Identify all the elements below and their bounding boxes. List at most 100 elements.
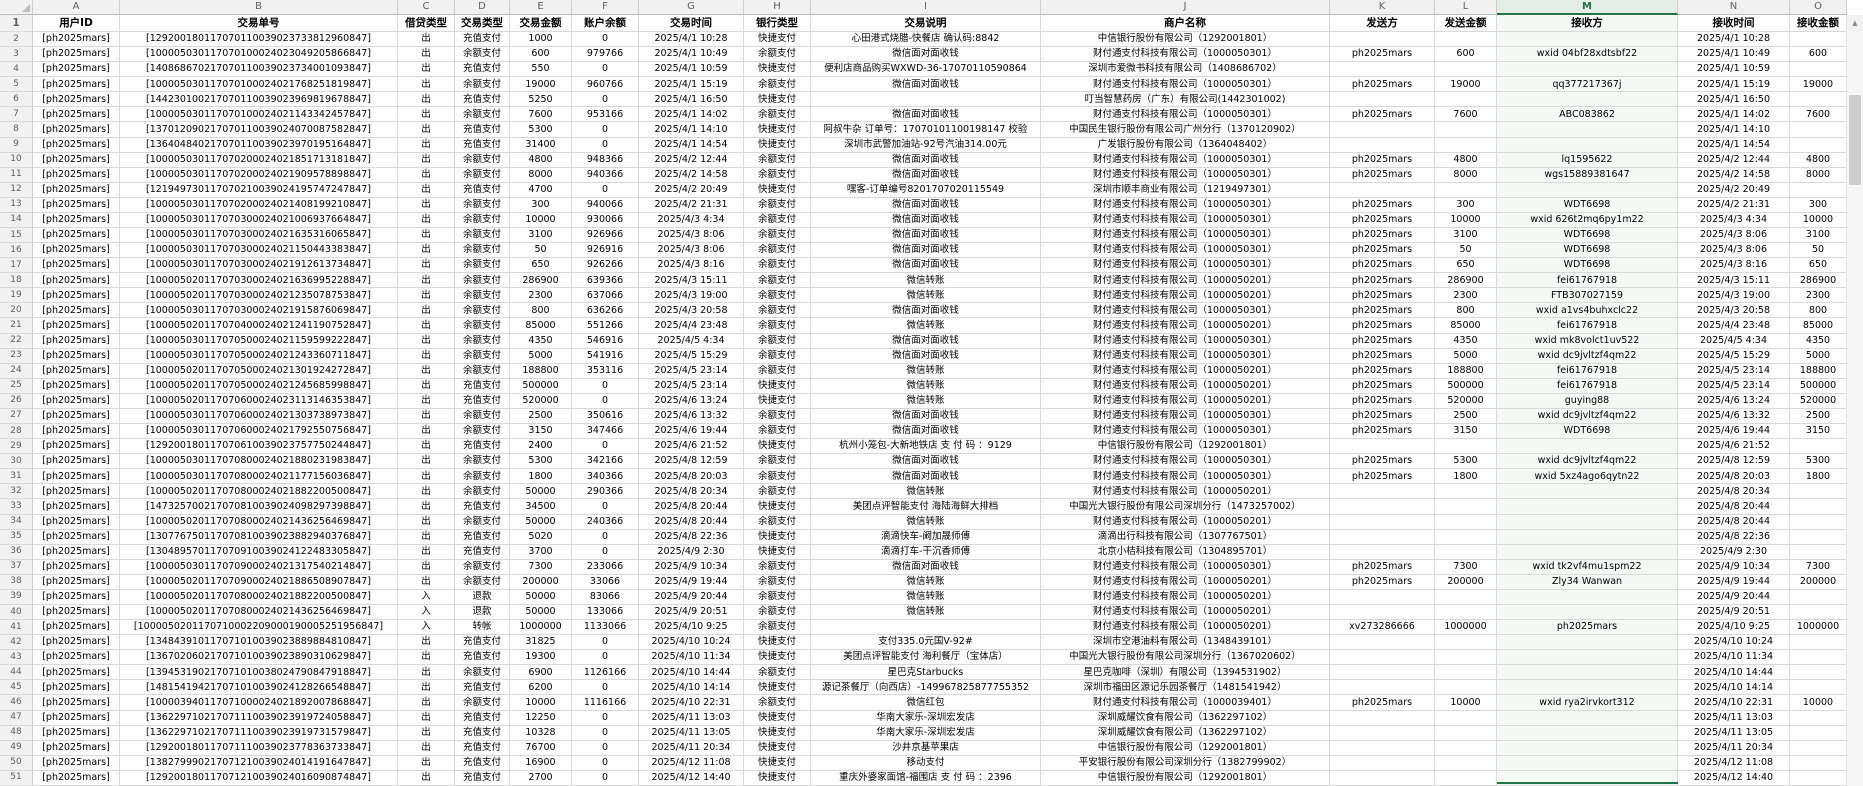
cell-B22[interactable]: [100005030117070500024021159599222847]	[120, 333, 398, 349]
cell-E44[interactable]: 6900	[510, 665, 572, 681]
cell-D6[interactable]: 充值支付	[455, 92, 510, 108]
cell-F6[interactable]: 0	[572, 92, 639, 108]
cell-C35[interactable]: 出	[398, 529, 455, 545]
cell-C34[interactable]: 出	[398, 514, 455, 530]
cell-O4[interactable]	[1790, 62, 1847, 78]
cell-E37[interactable]: 7300	[510, 559, 572, 575]
cell-F15[interactable]: 926966	[572, 228, 639, 244]
cell-C15[interactable]: 出	[398, 228, 455, 244]
row-number[interactable]: 35	[0, 529, 33, 545]
cell-G34[interactable]: 2025/4/8 20:44	[639, 514, 744, 530]
row-number[interactable]: 13	[0, 197, 33, 213]
cell-H3[interactable]: 余额支付	[744, 47, 811, 63]
cell-G31[interactable]: 2025/4/8 20:03	[639, 469, 744, 485]
cell-K45[interactable]	[1330, 680, 1435, 696]
cell-A19[interactable]: [ph2025mars]	[33, 288, 120, 304]
cell-M31[interactable]: wxid 5xz4ago6qytn22	[1497, 469, 1678, 485]
cell-M11[interactable]: wgs15889381647	[1497, 167, 1678, 183]
cell-N24[interactable]: 2025/4/5 23:14	[1678, 363, 1790, 379]
cell-C49[interactable]: 出	[398, 740, 455, 756]
cell-J40[interactable]: 财付通支付科技有限公司（1000050201）	[1041, 604, 1330, 621]
cell-G23[interactable]: 2025/4/5 15:29	[639, 348, 744, 364]
cell-J15[interactable]: 财付通支付科技有限公司（1000050301）	[1041, 228, 1330, 244]
cell-B37[interactable]: [100005030117070900024021317540214847]	[120, 559, 398, 575]
cell-G46[interactable]: 2025/4/10 22:31	[639, 695, 744, 711]
cell-H33[interactable]: 快捷支付	[744, 499, 811, 515]
cell-L7[interactable]: 7600	[1435, 107, 1497, 123]
cell-A6[interactable]: [ph2025mars]	[33, 92, 120, 108]
cell-A42[interactable]: [ph2025mars]	[33, 635, 120, 651]
cell-N14[interactable]: 2025/4/3 4:34	[1678, 212, 1790, 229]
cell-B2[interactable]: [129200180117070110039023733812960847]	[120, 32, 398, 48]
cell-C42[interactable]: 出	[398, 635, 455, 651]
cell-D31[interactable]: 余额支付	[455, 469, 510, 485]
cell-L40[interactable]	[1435, 604, 1497, 621]
cell-J50[interactable]: 平安银行股份有限公司深圳分行（1382799902）	[1041, 755, 1330, 771]
row-number[interactable]: 27	[0, 408, 33, 425]
cell-J3[interactable]: 财付通支付科技有限公司（1000050301）	[1041, 47, 1330, 63]
cell-G22[interactable]: 2025/4/5 4:34	[639, 333, 744, 349]
row-number[interactable]: 34	[0, 514, 33, 530]
cell-G35[interactable]: 2025/4/8 22:36	[639, 529, 744, 545]
cell-N10[interactable]: 2025/4/2 12:44	[1678, 152, 1790, 168]
cell-D17[interactable]: 余额支付	[455, 258, 510, 274]
cell-L37[interactable]: 7300	[1435, 559, 1497, 575]
cell-J4[interactable]: 深圳市爱微书科技有限公司（1408686702）	[1041, 62, 1330, 78]
cell-O26[interactable]: 520000	[1790, 393, 1847, 409]
cell-L12[interactable]	[1435, 182, 1497, 198]
cell-I45[interactable]: 源记茶餐厅（向西店）-149967825877755352	[811, 680, 1041, 696]
cell-D20[interactable]: 余额支付	[455, 303, 510, 319]
cell-M3[interactable]: wxid 04bf28xdtsbf22	[1497, 47, 1678, 63]
cell-N26[interactable]: 2025/4/6 13:24	[1678, 393, 1790, 409]
cell-M12[interactable]	[1497, 182, 1678, 198]
cell-O29[interactable]	[1790, 439, 1847, 455]
cell-I37[interactable]: 微信面对面收钱	[811, 559, 1041, 575]
cell-J12[interactable]: 深圳市顺丰商业有限公司（1219497301）	[1041, 182, 1330, 198]
cell-O10[interactable]: 4800	[1790, 152, 1847, 168]
cell-C28[interactable]: 出	[398, 424, 455, 440]
cell-E46[interactable]: 10000	[510, 695, 572, 711]
cell-J39[interactable]: 财付通支付科技有限公司（1000050201）	[1041, 589, 1330, 605]
cell-C46[interactable]: 出	[398, 695, 455, 711]
cell-F20[interactable]: 636266	[572, 303, 639, 319]
cell-B35[interactable]: [130776750117070810039023882940376847]	[120, 529, 398, 545]
row-number[interactable]: 9	[0, 137, 33, 153]
cell-D11[interactable]: 余额支付	[455, 167, 510, 183]
cell-L30[interactable]: 5300	[1435, 454, 1497, 470]
cell-J24[interactable]: 财付通支付科技有限公司（1000050201）	[1041, 363, 1330, 379]
cell-K9[interactable]	[1330, 137, 1435, 153]
cell-O41[interactable]: 1000000	[1790, 620, 1847, 636]
cell-A37[interactable]: [ph2025mars]	[33, 559, 120, 575]
cell-C3[interactable]: 出	[398, 47, 455, 63]
cell-J49[interactable]: 中信银行股份有限公司（1292001801）	[1041, 740, 1330, 756]
cell-G4[interactable]: 2025/4/1 10:59	[639, 62, 744, 78]
column-letter-J[interactable]: J	[1041, 0, 1330, 15]
cell-J28[interactable]: 财付通支付科技有限公司（1000050301）	[1041, 424, 1330, 440]
cell-A49[interactable]: [ph2025mars]	[33, 740, 120, 756]
cell-F19[interactable]: 637066	[572, 288, 639, 304]
cell-C12[interactable]: 出	[398, 182, 455, 198]
cell-L42[interactable]	[1435, 635, 1497, 651]
cell-L34[interactable]	[1435, 514, 1497, 530]
row-number[interactable]: 6	[0, 92, 33, 108]
cell-C17[interactable]: 出	[398, 258, 455, 274]
cell-M45[interactable]	[1497, 680, 1678, 696]
cell-K22[interactable]: ph2025mars	[1330, 333, 1435, 349]
cell-B8[interactable]: [137012090217070110039024070087582847]	[120, 122, 398, 138]
cell-B50[interactable]: [138279990217071210039024014191647847]	[120, 755, 398, 771]
cell-D40[interactable]: 退款	[455, 604, 510, 621]
cell-E14[interactable]: 10000	[510, 212, 572, 229]
cell-G44[interactable]: 2025/4/10 14:44	[639, 665, 744, 681]
cell-L13[interactable]: 300	[1435, 197, 1497, 213]
cell-G12[interactable]: 2025/4/2 20:49	[639, 182, 744, 198]
cell-O32[interactable]	[1790, 484, 1847, 500]
cell-I17[interactable]: 微信面对面收钱	[811, 258, 1041, 274]
header-cell-N[interactable]: 接收时间	[1678, 15, 1790, 32]
cell-M6[interactable]	[1497, 92, 1678, 108]
row-number[interactable]: 48	[0, 725, 33, 741]
cell-M8[interactable]	[1497, 122, 1678, 138]
cell-E10[interactable]: 4800	[510, 152, 572, 168]
cell-H23[interactable]: 余额支付	[744, 348, 811, 364]
cell-E31[interactable]: 1800	[510, 469, 572, 485]
cell-A32[interactable]: [ph2025mars]	[33, 484, 120, 500]
